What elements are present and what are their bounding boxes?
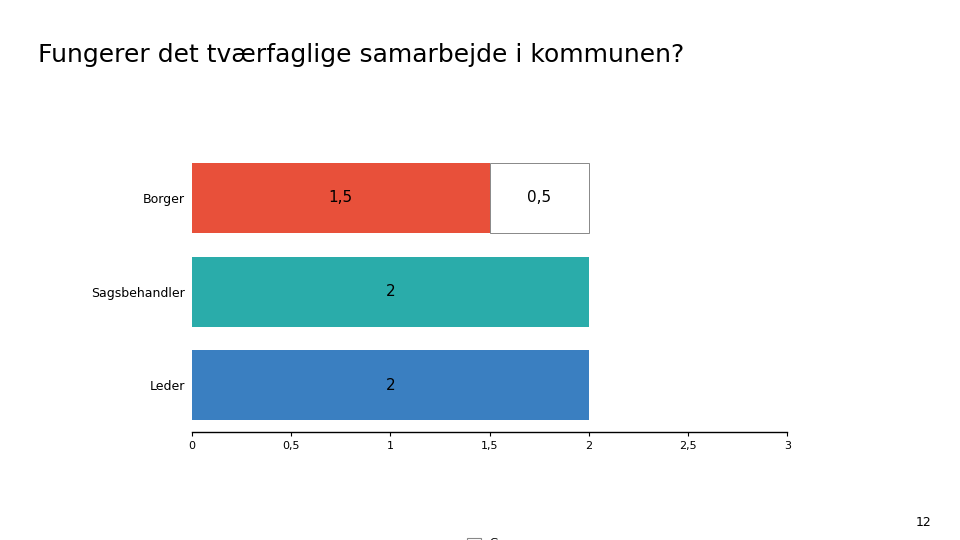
- Text: 0,5: 0,5: [527, 191, 551, 206]
- Bar: [490, 163, 588, 233]
- Legend: Gap: Gap: [463, 533, 516, 540]
- Bar: [192, 163, 490, 233]
- Text: 2: 2: [386, 284, 396, 299]
- Text: Fungerer det tværfaglige samarbejde i kommunen?: Fungerer det tværfaglige samarbejde i ko…: [38, 43, 684, 67]
- Bar: [192, 256, 588, 327]
- Bar: [192, 350, 588, 420]
- Text: 1,5: 1,5: [328, 191, 353, 206]
- Text: 12: 12: [916, 516, 931, 529]
- Text: 2: 2: [386, 377, 396, 393]
